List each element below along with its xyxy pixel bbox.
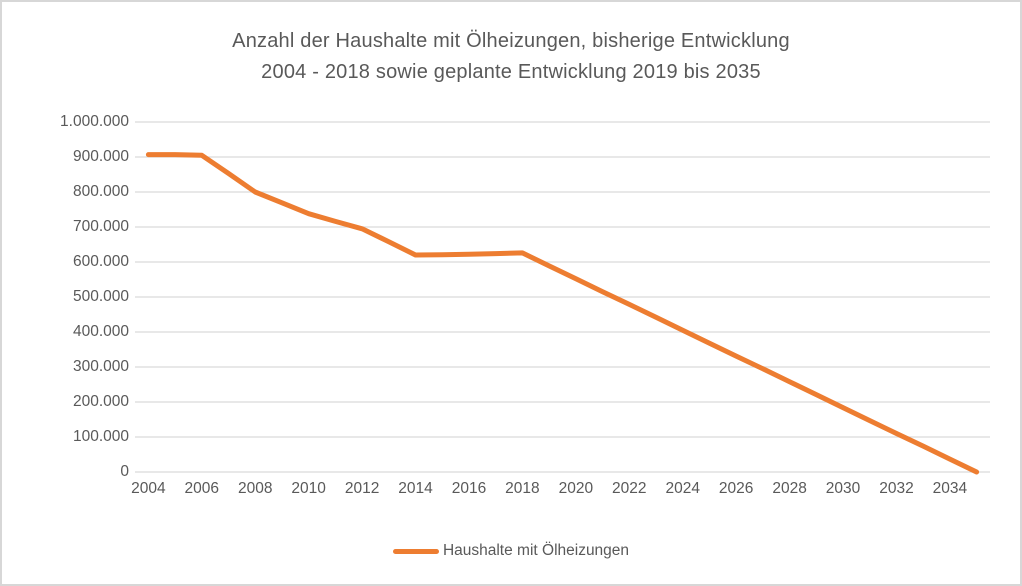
chart-title: Anzahl der Haushalte mit Ölheizungen, bi… <box>2 26 1020 88</box>
chart-title-line-2: 2004 - 2018 sowie geplante Entwicklung 2… <box>261 61 761 83</box>
legend-line-swatch-icon <box>392 548 439 554</box>
series-line-haushalte-mit-lheizungen <box>145 152 980 475</box>
legend-label: Haushalte mit Ölheizungen <box>442 542 630 559</box>
chart-title-line-1: Anzahl der Haushalte mit Ölheizungen, bi… <box>232 30 790 52</box>
legend: Haushalte mit Ölheizungen <box>2 540 1020 562</box>
